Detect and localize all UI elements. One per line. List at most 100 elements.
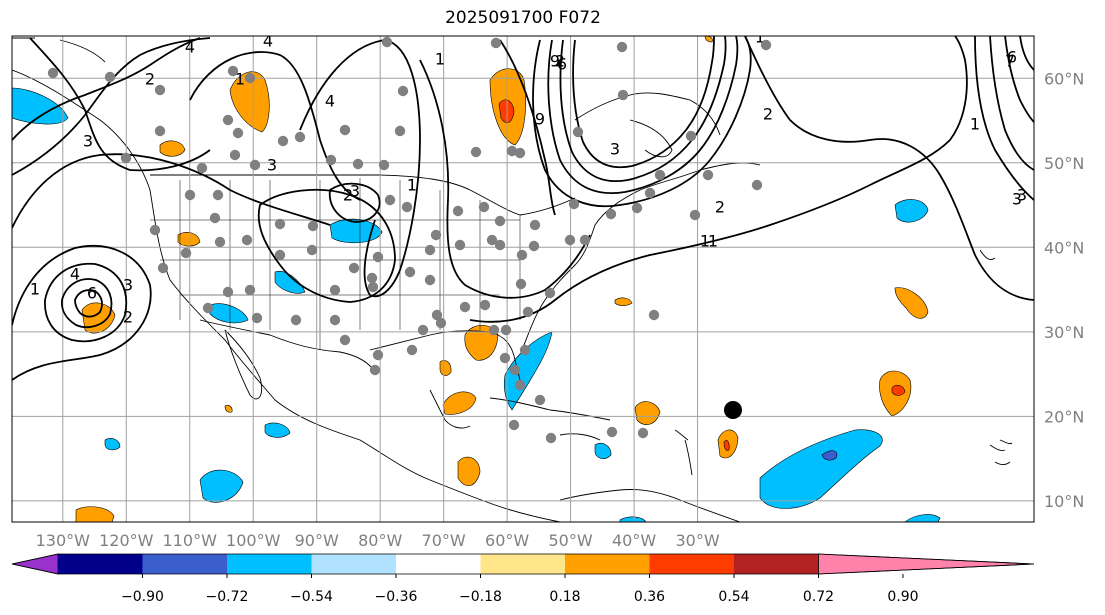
shade-region — [894, 199, 929, 223]
colorbar-segment — [480, 554, 565, 574]
colorbar-tick-label: −0.18 — [459, 589, 502, 605]
station-dot — [545, 432, 557, 444]
station-dot — [366, 272, 378, 284]
station-dot — [424, 274, 436, 286]
coastline — [429, 389, 471, 429]
station-dot — [149, 224, 161, 236]
station-dot — [478, 201, 490, 213]
contour-label: 1 — [970, 115, 980, 134]
station-dot — [500, 324, 512, 336]
station-dot — [227, 65, 239, 77]
graticule — [12, 36, 1034, 522]
latitude-label: 30°N — [1044, 323, 1084, 342]
longitude-labels: 130°W 120°W 110°W 100°W 90°W 80°W 70°W 60°W 50°W… — [36, 531, 720, 550]
station-dot — [572, 126, 584, 138]
station-dot — [606, 426, 618, 438]
contour-label: 3 — [350, 182, 360, 201]
colorbar-tick-label: −0.90 — [121, 589, 164, 605]
contour-line — [974, 36, 1034, 201]
longitude-label: 80°W — [358, 531, 402, 550]
shade-region — [619, 516, 647, 522]
coastline — [12, 37, 106, 63]
shade-region — [891, 384, 906, 396]
shade-region — [723, 440, 730, 451]
station-dot — [568, 198, 580, 210]
coastline — [224, 329, 263, 400]
contour-line — [559, 36, 727, 182]
contour-line — [547, 36, 739, 194]
contour-line — [299, 39, 421, 298]
contour-label: 1 — [30, 280, 40, 299]
station-dot — [430, 229, 442, 241]
longitude-label: 70°W — [422, 531, 466, 550]
station-dot — [290, 314, 302, 326]
station-dot — [367, 281, 379, 293]
station-dot — [534, 394, 546, 406]
contour-line — [60, 278, 113, 328]
colorbar-segment — [311, 554, 396, 574]
station-dot — [499, 352, 511, 364]
contour-label: 1 — [435, 50, 445, 69]
contour-line — [419, 59, 591, 299]
station-dot — [251, 312, 263, 324]
latitude-label: 20°N — [1044, 407, 1084, 426]
coastlines-and-borders — [12, 37, 1013, 522]
station-dot — [339, 124, 351, 136]
contour-label: 3 — [83, 132, 93, 151]
station-dot — [454, 239, 466, 251]
latitude-label: 50°N — [1044, 154, 1084, 173]
colorbar-under-triangle — [11, 553, 59, 575]
contour-label: 1 — [700, 232, 710, 251]
longitude-label: 50°W — [549, 531, 593, 550]
contour-lines — [12, 36, 1034, 381]
station-dot — [452, 205, 464, 217]
shade-region — [209, 303, 249, 324]
station-dot — [352, 158, 364, 170]
shade-region — [439, 360, 452, 376]
colorbar-tick-label: 0.54 — [718, 589, 749, 605]
shade-region — [159, 140, 186, 157]
border — [150, 174, 576, 216]
station-dot — [222, 114, 234, 126]
shade-region — [498, 99, 515, 124]
contour-label: 7 — [1005, 52, 1015, 71]
contour-line — [12, 37, 201, 141]
station-dot — [196, 162, 208, 174]
station-dot — [435, 317, 447, 329]
station-dot — [372, 251, 384, 263]
station-dot — [490, 37, 502, 49]
station-dot — [104, 71, 116, 83]
station-dot — [249, 159, 261, 171]
station-dot — [157, 262, 169, 274]
shade-region — [81, 302, 116, 334]
station-dot — [424, 244, 436, 256]
station-dot — [307, 220, 319, 232]
longitude-label: 30°W — [675, 531, 719, 550]
station-dot — [516, 249, 528, 261]
shade-region — [594, 443, 612, 460]
contour-label: 3 — [610, 140, 620, 159]
contour-line — [44, 262, 128, 343]
station-dot — [329, 284, 341, 296]
station-dot — [579, 234, 591, 246]
latitude-labels: 10°N 20°N 30°N 40°N 50°N 60°N — [1044, 69, 1084, 511]
station-dot — [506, 145, 518, 157]
shade-region — [75, 506, 115, 522]
station-dot — [154, 125, 166, 137]
contour-line — [499, 39, 556, 216]
shade-region — [274, 270, 306, 294]
shade-region — [442, 391, 477, 415]
coastline — [674, 429, 693, 476]
shade-region — [457, 456, 481, 486]
station-dot — [348, 262, 360, 274]
station-dot — [529, 219, 541, 231]
contour-label: 6 — [557, 55, 567, 74]
colorbar-outline — [11, 553, 1035, 575]
contour-line — [532, 36, 752, 208]
station-dot — [154, 84, 166, 96]
station-dot — [381, 36, 393, 48]
colorbar-tick-label: 0.72 — [803, 589, 834, 605]
contour-label: 1 — [755, 28, 765, 47]
shade-region — [634, 401, 661, 425]
